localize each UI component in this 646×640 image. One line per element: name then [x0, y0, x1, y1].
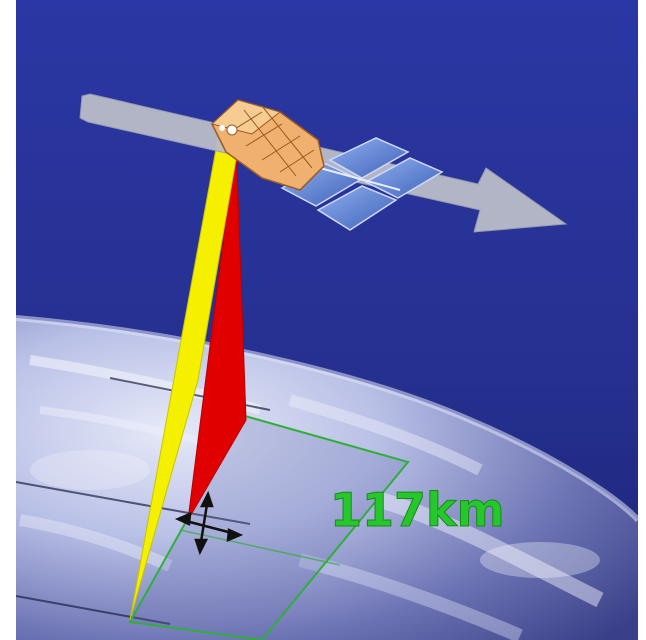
beam-red [187, 139, 247, 521]
satellite-icon [210, 99, 444, 231]
swath-scale-cross-icon [174, 490, 244, 556]
swath-center-line [179, 529, 341, 566]
swath-width-label: 117km [330, 483, 505, 537]
